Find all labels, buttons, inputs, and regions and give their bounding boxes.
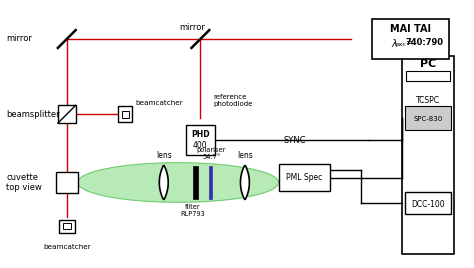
Bar [59,220,75,233]
Text: beamcatcher: beamcatcher [135,100,183,106]
Bar [372,19,449,59]
Polygon shape [159,166,168,199]
Bar [193,166,198,199]
Text: lens: lens [156,151,172,160]
Bar [56,172,78,193]
Text: SYNC: SYNC [283,136,306,145]
Bar [209,166,212,199]
Text: 400: 400 [193,142,208,150]
Text: lens: lens [237,151,253,160]
Text: mirror: mirror [7,35,32,43]
Text: 740:790: 740:790 [405,38,443,47]
Text: beamsplitter: beamsplitter [7,110,60,119]
Bar [118,106,132,122]
Text: TCSPC: TCSPC [416,96,440,105]
Text: filter
RLP793: filter RLP793 [180,204,205,217]
Text: PML Spec: PML Spec [286,173,322,182]
Bar [406,71,450,81]
Text: cuvette
top view: cuvette top view [7,173,42,192]
Polygon shape [240,166,249,199]
Bar [63,223,71,229]
Text: =: = [405,38,412,47]
Polygon shape [78,163,279,202]
Text: beamcatcher: beamcatcher [43,244,91,250]
Text: PC: PC [420,59,436,69]
Bar [405,106,451,130]
Bar [402,56,454,254]
Text: DCC-100: DCC-100 [411,200,445,209]
Bar [58,105,76,123]
Text: SPC-830: SPC-830 [413,116,443,122]
Bar [122,111,128,118]
Text: MAI TAI: MAI TAI [390,24,431,34]
Text: PHD: PHD [191,131,210,139]
Text: $\lambda$: $\lambda$ [391,37,398,49]
Bar [185,125,215,155]
Text: polariser
54.7°: polariser 54.7° [197,147,226,160]
Bar [279,164,330,191]
Text: mirror: mirror [180,23,205,32]
Text: reference
photodiode: reference photodiode [213,94,253,107]
Bar [405,192,451,214]
Text: exc: exc [396,42,407,47]
